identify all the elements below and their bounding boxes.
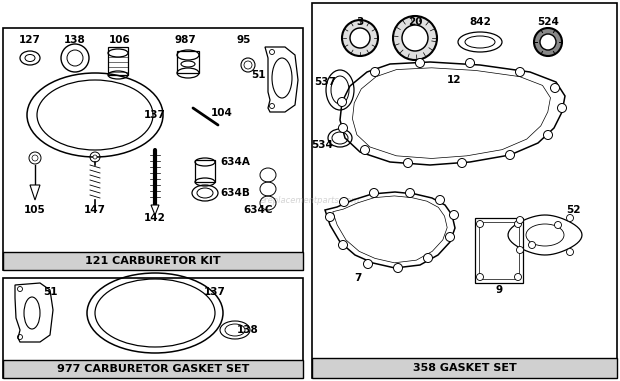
Text: 106: 106 bbox=[109, 35, 131, 45]
Circle shape bbox=[528, 242, 536, 248]
Circle shape bbox=[544, 131, 552, 139]
Text: 12: 12 bbox=[447, 75, 461, 85]
Circle shape bbox=[340, 197, 348, 207]
Circle shape bbox=[505, 150, 515, 160]
Circle shape bbox=[516, 216, 523, 224]
Text: 634B: 634B bbox=[220, 188, 250, 198]
Text: 137: 137 bbox=[144, 110, 166, 120]
Circle shape bbox=[363, 259, 373, 269]
Circle shape bbox=[423, 253, 433, 263]
Bar bbox=[195, 160, 215, 182]
Circle shape bbox=[350, 28, 370, 48]
Text: 138: 138 bbox=[237, 325, 259, 335]
Circle shape bbox=[32, 155, 38, 161]
Text: 121 CARBURETOR KIT: 121 CARBURETOR KIT bbox=[85, 256, 221, 266]
Bar bbox=[108, 47, 128, 75]
Text: 52: 52 bbox=[565, 205, 580, 215]
Bar bbox=[3, 252, 303, 270]
Circle shape bbox=[435, 195, 445, 205]
Text: 127: 127 bbox=[19, 35, 41, 45]
Circle shape bbox=[394, 264, 402, 272]
Circle shape bbox=[415, 59, 425, 67]
Circle shape bbox=[93, 155, 97, 159]
Text: 20: 20 bbox=[408, 17, 422, 27]
Text: 104: 104 bbox=[211, 108, 233, 118]
Circle shape bbox=[477, 221, 484, 227]
Circle shape bbox=[370, 189, 378, 197]
Text: 842: 842 bbox=[469, 17, 491, 27]
Polygon shape bbox=[30, 185, 40, 200]
Text: 7: 7 bbox=[354, 273, 361, 283]
Circle shape bbox=[405, 189, 415, 197]
Text: 51: 51 bbox=[43, 287, 57, 297]
Bar bbox=[3, 28, 303, 270]
Bar bbox=[312, 358, 617, 378]
Circle shape bbox=[446, 232, 454, 242]
Text: 147: 147 bbox=[84, 205, 106, 215]
Text: 534: 534 bbox=[311, 140, 333, 150]
Circle shape bbox=[567, 215, 574, 221]
Text: 137: 137 bbox=[204, 287, 226, 297]
Circle shape bbox=[515, 221, 521, 227]
Circle shape bbox=[404, 158, 412, 168]
Circle shape bbox=[540, 34, 556, 50]
Circle shape bbox=[557, 104, 567, 112]
Text: 138: 138 bbox=[64, 35, 86, 45]
Circle shape bbox=[534, 28, 562, 56]
Circle shape bbox=[337, 98, 347, 107]
Text: 3: 3 bbox=[356, 17, 363, 27]
Text: 977 CARBURETOR GASKET SET: 977 CARBURETOR GASKET SET bbox=[57, 364, 249, 374]
Circle shape bbox=[516, 247, 523, 253]
Bar bbox=[475, 218, 523, 283]
Circle shape bbox=[567, 248, 574, 256]
Text: ereplacementparts.com: ereplacementparts.com bbox=[260, 195, 360, 205]
Polygon shape bbox=[151, 205, 159, 215]
Text: 634C: 634C bbox=[243, 205, 273, 215]
Text: 142: 142 bbox=[144, 213, 166, 223]
Bar bbox=[3, 360, 303, 378]
Circle shape bbox=[244, 61, 252, 69]
Text: 51: 51 bbox=[250, 70, 265, 80]
Circle shape bbox=[477, 274, 484, 280]
Text: 634A: 634A bbox=[220, 157, 250, 167]
Circle shape bbox=[551, 83, 559, 93]
Circle shape bbox=[339, 123, 347, 133]
Circle shape bbox=[402, 25, 428, 51]
Text: 524: 524 bbox=[537, 17, 559, 27]
Bar bbox=[312, 3, 617, 378]
Circle shape bbox=[393, 16, 437, 60]
Circle shape bbox=[554, 221, 562, 229]
Bar bbox=[177, 51, 199, 73]
Text: 95: 95 bbox=[237, 35, 251, 45]
Circle shape bbox=[515, 274, 521, 280]
Text: 987: 987 bbox=[174, 35, 196, 45]
Text: 9: 9 bbox=[495, 285, 503, 295]
Circle shape bbox=[450, 210, 459, 219]
Bar bbox=[3, 278, 303, 378]
Circle shape bbox=[360, 146, 370, 155]
Bar bbox=[479, 222, 519, 279]
Circle shape bbox=[67, 50, 83, 66]
Text: 537: 537 bbox=[314, 77, 336, 87]
Circle shape bbox=[326, 213, 335, 221]
Circle shape bbox=[466, 59, 474, 67]
Circle shape bbox=[458, 158, 466, 168]
Circle shape bbox=[371, 67, 379, 77]
Circle shape bbox=[342, 20, 378, 56]
Circle shape bbox=[515, 67, 525, 77]
Text: 358 GASKET SET: 358 GASKET SET bbox=[413, 363, 516, 373]
Circle shape bbox=[339, 240, 347, 250]
Text: 105: 105 bbox=[24, 205, 46, 215]
